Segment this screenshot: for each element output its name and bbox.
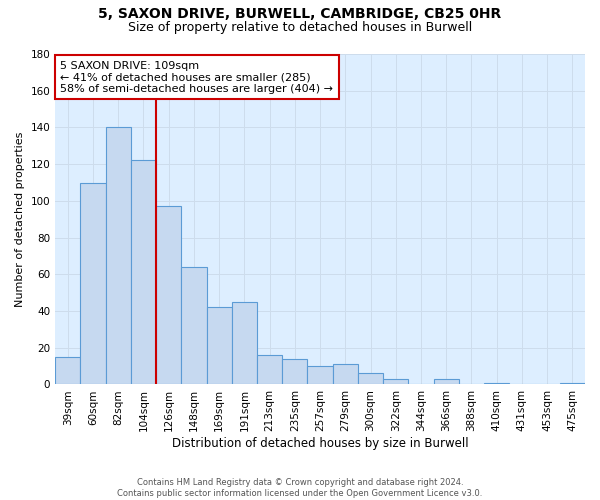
Bar bbox=[55, 357, 80, 384]
Bar bbox=[560, 382, 585, 384]
Bar bbox=[383, 379, 409, 384]
Bar bbox=[484, 382, 509, 384]
Bar bbox=[232, 302, 257, 384]
Text: 5, SAXON DRIVE, BURWELL, CAMBRIDGE, CB25 0HR: 5, SAXON DRIVE, BURWELL, CAMBRIDGE, CB25… bbox=[98, 8, 502, 22]
Bar bbox=[434, 379, 459, 384]
Bar bbox=[282, 359, 307, 384]
Bar bbox=[181, 267, 206, 384]
Bar bbox=[358, 374, 383, 384]
Text: Contains HM Land Registry data © Crown copyright and database right 2024.
Contai: Contains HM Land Registry data © Crown c… bbox=[118, 478, 482, 498]
Bar bbox=[206, 308, 232, 384]
Bar bbox=[332, 364, 358, 384]
Text: 5 SAXON DRIVE: 109sqm
← 41% of detached houses are smaller (285)
58% of semi-det: 5 SAXON DRIVE: 109sqm ← 41% of detached … bbox=[61, 60, 334, 94]
Y-axis label: Number of detached properties: Number of detached properties bbox=[15, 132, 25, 307]
Bar bbox=[131, 160, 156, 384]
X-axis label: Distribution of detached houses by size in Burwell: Distribution of detached houses by size … bbox=[172, 437, 469, 450]
Bar bbox=[156, 206, 181, 384]
Bar bbox=[80, 182, 106, 384]
Text: Size of property relative to detached houses in Burwell: Size of property relative to detached ho… bbox=[128, 21, 472, 34]
Bar bbox=[257, 355, 282, 384]
Bar bbox=[106, 128, 131, 384]
Bar bbox=[307, 366, 332, 384]
